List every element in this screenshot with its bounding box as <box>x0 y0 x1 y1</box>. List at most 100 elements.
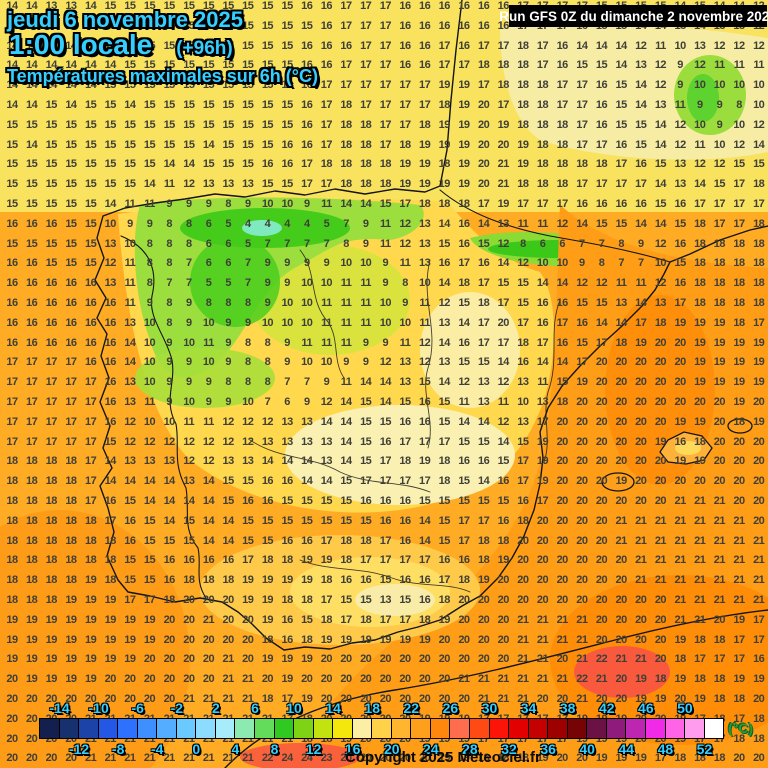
temp-value: 8 <box>244 376 251 389</box>
temp-value: 9 <box>264 297 271 309</box>
temp-value: 18 <box>497 752 510 765</box>
temp-value: 16 <box>84 336 97 349</box>
temp-value: 13 <box>183 475 195 488</box>
temp-value: 18 <box>45 574 58 587</box>
temp-value: 14 <box>654 138 667 151</box>
legend-label: -6 <box>131 700 144 716</box>
legend-label: 20 <box>383 741 400 757</box>
temp-value: 13 <box>536 396 549 408</box>
temp-value: 19 <box>733 613 745 626</box>
temp-value: 19 <box>379 633 392 646</box>
temp-value: 13 <box>615 297 628 309</box>
temp-value: 11 <box>360 316 372 329</box>
temp-value: 15 <box>242 475 254 488</box>
temp-value: 17 <box>65 396 77 408</box>
temp-value: 17 <box>379 39 392 52</box>
temp-value: 9 <box>225 396 231 408</box>
temp-value: 15 <box>163 0 176 12</box>
temp-value: 15 <box>143 19 156 32</box>
temp-value: 18 <box>517 178 529 191</box>
temp-value: 15 <box>202 59 215 72</box>
temp-value: 16 <box>674 277 686 290</box>
temp-value: 16 <box>576 316 588 329</box>
legend-label: -10 <box>88 700 109 716</box>
temp-value: 21 <box>477 673 490 686</box>
legend-cell <box>586 718 607 739</box>
temp-value: 14 <box>84 39 97 52</box>
temp-value: 16 <box>281 138 293 151</box>
temp-value: 20 <box>595 455 608 468</box>
temp-value: 17 <box>556 99 569 111</box>
temp-value: 15 <box>45 118 58 131</box>
temp-value: 20 <box>556 455 569 468</box>
temp-value: 15 <box>222 158 235 171</box>
temp-value: 6 <box>205 257 212 270</box>
temp-value: 16 <box>65 277 77 290</box>
temp-value: 20 <box>753 475 765 488</box>
temp-value: 17 <box>84 495 97 507</box>
temp-value: 19 <box>45 633 58 646</box>
temp-value: 13 <box>320 455 333 468</box>
temp-value: 13 <box>399 376 411 389</box>
temp-value: 13 <box>222 178 235 191</box>
temp-value: 13 <box>419 237 431 250</box>
temp-value: 21 <box>733 534 745 547</box>
temp-value: 11 <box>635 277 647 290</box>
temp-value: 15 <box>124 138 136 151</box>
temp-value: 10 <box>281 198 293 210</box>
temp-value: 17 <box>360 79 372 92</box>
temp-value: 10 <box>143 376 156 389</box>
temp-value: 19 <box>733 673 745 686</box>
temp-value: 6 <box>559 237 565 250</box>
temp-value: 12 <box>124 435 136 448</box>
temp-value: 20 <box>733 752 745 765</box>
temp-value: 15 <box>143 514 156 527</box>
temp-value: 21 <box>694 594 706 606</box>
temp-value: 14 <box>143 178 156 191</box>
temp-value: 15 <box>497 495 510 507</box>
temp-value: 15 <box>458 475 470 488</box>
temp-value: 15 <box>124 158 136 171</box>
temp-value: 15 <box>183 0 195 12</box>
temp-value: 16 <box>576 198 588 210</box>
temp-value: 4 <box>264 217 271 230</box>
temp-value: 19 <box>595 752 608 765</box>
temp-value: 12 <box>242 435 254 448</box>
temp-value: 10 <box>163 415 176 428</box>
temp-value: 18 <box>360 534 372 547</box>
temp-value: 15 <box>143 0 156 12</box>
temp-value: 17 <box>477 198 490 210</box>
temp-value: 20 <box>576 475 588 488</box>
temp-value: 15 <box>26 178 38 191</box>
temp-value: 18 <box>654 316 667 329</box>
temp-value: 15 <box>6 138 18 151</box>
temp-value: 10 <box>713 138 726 151</box>
temp-value: 17 <box>438 39 451 52</box>
temp-value: 15 <box>104 435 117 448</box>
temp-value: 18 <box>477 752 490 765</box>
temp-value: 19 <box>261 613 274 626</box>
temp-value: 8 <box>166 217 172 230</box>
temp-value: 16 <box>183 554 195 567</box>
temp-value: 10 <box>733 79 745 92</box>
temp-value: 10 <box>556 257 569 270</box>
temp-value: 13 <box>124 396 136 408</box>
legend-cell <box>78 718 99 739</box>
temp-value: 18 <box>261 693 274 705</box>
temp-value: 16 <box>399 514 411 527</box>
temp-value: 16 <box>26 257 38 270</box>
temp-value: 19 <box>458 79 470 92</box>
temp-value: 19 <box>674 415 686 428</box>
temp-value: 11 <box>124 297 136 309</box>
temp-value: 21 <box>222 673 235 686</box>
temp-value: 14 <box>124 356 136 369</box>
legend-cell <box>234 718 256 739</box>
temp-value: 17 <box>733 217 745 230</box>
temp-value: 15 <box>163 39 176 52</box>
temp-value: 15 <box>202 19 215 32</box>
temp-value: 17 <box>379 138 392 151</box>
temp-value: 12 <box>104 257 117 270</box>
temp-value: 19 <box>340 633 352 646</box>
temp-value: 16 <box>6 316 18 329</box>
temp-value: 17 <box>45 356 58 369</box>
